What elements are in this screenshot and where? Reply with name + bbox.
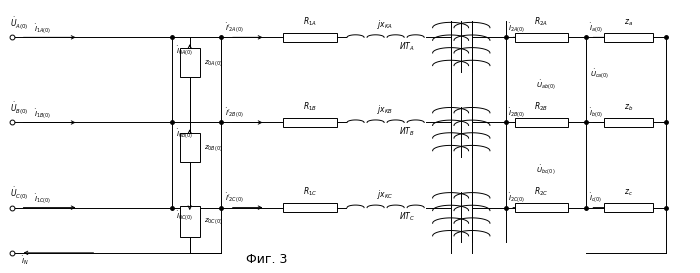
Text: $z_b$: $z_b$ [624, 102, 633, 113]
Text: $\dot{U}_{ca(0)}$: $\dot{U}_{ca(0)}$ [590, 68, 610, 81]
Bar [514, 118, 568, 127]
Text: $R_{2B}$: $R_{2B}$ [534, 100, 548, 113]
Text: $jx_{KB}$: $jx_{KB}$ [377, 103, 394, 116]
Text: $z_{0C(0)}$: $z_{0C(0)}$ [204, 217, 223, 227]
Text: $\dot{I}_{0A(0)}$: $\dot{I}_{0A(0)}$ [176, 44, 193, 58]
Text: $z_{0A(0)}$: $z_{0A(0)}$ [204, 58, 223, 67]
Bar [603, 203, 652, 212]
Text: $\dot{I}_{1B(0)}$: $\dot{I}_{1B(0)}$ [34, 107, 51, 121]
Text: $z_{0B(0)}$: $z_{0B(0)}$ [204, 143, 223, 153]
Bar [284, 118, 337, 127]
Text: $R_{1C}$: $R_{1C}$ [302, 186, 317, 198]
Text: $\dot{I}_N$: $\dot{I}_N$ [20, 254, 28, 267]
Text: $\dot{U}_{C(0)}$: $\dot{U}_{C(0)}$ [10, 186, 29, 202]
Text: Фиг. 3: Фиг. 3 [246, 253, 288, 266]
Bar [284, 203, 337, 212]
Text: $\dot{I}_{1C(0)}$: $\dot{I}_{1C(0)}$ [34, 192, 51, 206]
Bar [284, 33, 337, 41]
Text: $\dot{I}_{c(0)}$: $\dot{I}_{c(0)}$ [589, 192, 602, 206]
Bar [180, 133, 200, 162]
Text: $R_{2A}$: $R_{2A}$ [534, 15, 548, 28]
Bar [603, 33, 652, 41]
Text: $z_c$: $z_c$ [624, 188, 633, 198]
Text: $jx_{KA}$: $jx_{KA}$ [377, 18, 394, 31]
Text: $ИТ_B$: $ИТ_B$ [399, 126, 415, 138]
Text: $\dot{I}'_{2B(0)}$: $\dot{I}'_{2B(0)}$ [225, 107, 244, 120]
Text: $\dot{I}'_{2A(0)}$: $\dot{I}'_{2A(0)}$ [225, 22, 244, 35]
Text: $\dot{I}_{2C(0)}$: $\dot{I}_{2C(0)}$ [508, 192, 526, 206]
Text: $\dot{I}_{2A(0)}$: $\dot{I}_{2A(0)}$ [508, 22, 526, 35]
Text: $\dot{I}_{b(0)}$: $\dot{I}_{b(0)}$ [589, 107, 602, 120]
Text: $jx_{KC}$: $jx_{KC}$ [377, 188, 394, 201]
Text: $\dot{I}_{2B(0)}$: $\dot{I}_{2B(0)}$ [508, 107, 526, 120]
Text: $\dot{U}_{B(0)}$: $\dot{U}_{B(0)}$ [10, 100, 28, 117]
Text: $\dot{U}_{ab(0)}$: $\dot{U}_{ab(0)}$ [536, 78, 556, 92]
Text: $\dot{U}_{A(0)}$: $\dot{U}_{A(0)}$ [10, 15, 28, 32]
Bar [180, 48, 200, 77]
Text: $ИТ_C$: $ИТ_C$ [399, 211, 415, 223]
Text: $R_{1B}$: $R_{1B}$ [303, 100, 317, 113]
Text: $\dot{I}_{1A(0)}$: $\dot{I}_{1A(0)}$ [34, 22, 51, 36]
Text: $z_a$: $z_a$ [624, 17, 633, 28]
Text: $\dot{I}_{0C(0)}$: $\dot{I}_{0C(0)}$ [176, 209, 194, 222]
Text: $\dot{U}_{bc(0)}$: $\dot{U}_{bc(0)}$ [536, 164, 556, 177]
Text: $\dot{I}_{a(0)}$: $\dot{I}_{a(0)}$ [589, 22, 602, 35]
Bar [603, 118, 652, 127]
Bar [514, 203, 568, 212]
Bar [514, 33, 568, 41]
Text: $R_{1A}$: $R_{1A}$ [303, 15, 317, 28]
Text: $\dot{I}'_{2C(0)}$: $\dot{I}'_{2C(0)}$ [225, 192, 244, 206]
Text: $\dot{I}_{0B(0)}$: $\dot{I}_{0B(0)}$ [176, 128, 193, 141]
Text: $ИТ_A$: $ИТ_A$ [399, 40, 415, 53]
Bar [180, 206, 200, 237]
Text: $R_{2C}$: $R_{2C}$ [534, 186, 549, 198]
